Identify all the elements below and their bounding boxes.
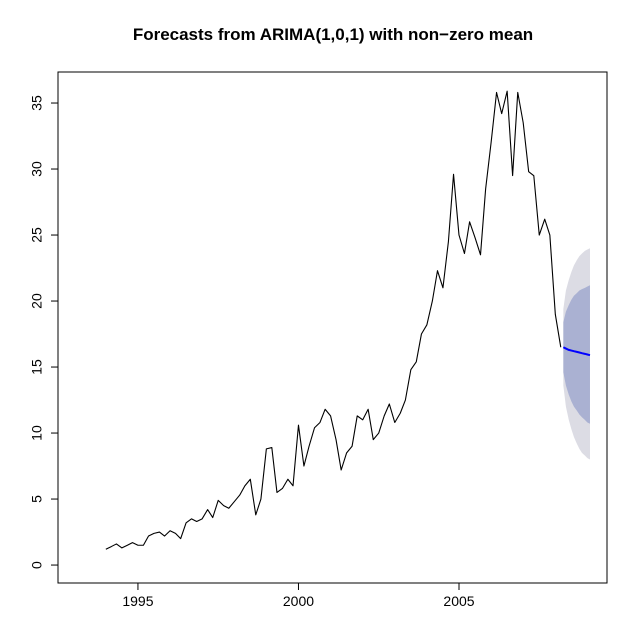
x-tick-label: 2000 [283, 593, 314, 609]
y-tick-label: 20 [29, 293, 45, 309]
y-tick-label: 10 [29, 425, 45, 441]
y-tick-label: 5 [29, 495, 45, 503]
interval-80 [563, 285, 590, 424]
x-tick-label: 2005 [443, 593, 474, 609]
y-tick-label: 0 [29, 561, 45, 569]
y-tick-label: 30 [29, 161, 45, 177]
y-tick-label: 15 [29, 359, 45, 375]
x-tick-label: 1995 [122, 593, 153, 609]
y-tick-label: 25 [29, 227, 45, 243]
chart-title: Forecasts from ARIMA(1,0,1) with non−zer… [133, 25, 533, 44]
forecast-line [562, 346, 591, 357]
y-tick-label: 35 [29, 95, 45, 111]
series-line [105, 90, 562, 550]
